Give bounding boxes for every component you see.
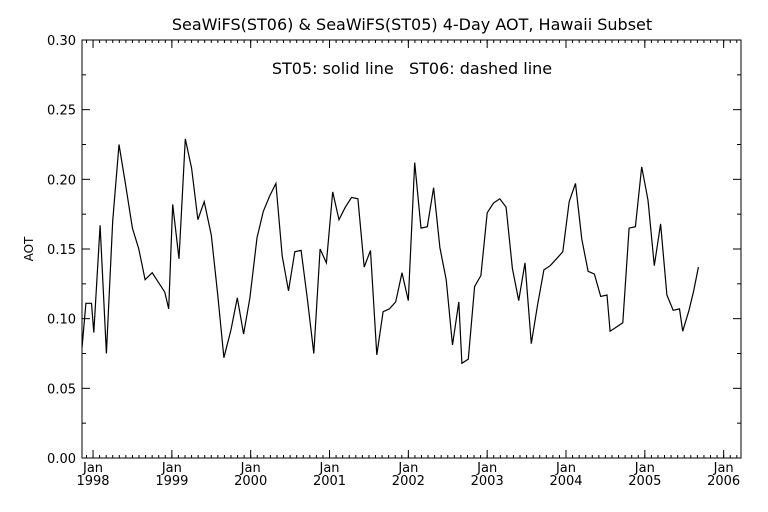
y-tick-label: 0.05 [47, 382, 76, 397]
x-tick-year: 1999 [155, 474, 188, 489]
series-group [81, 138, 699, 365]
x-tick-year: 2004 [549, 474, 582, 489]
chart-title: SeaWiFS(ST06) & SeaWiFS(ST05) 4-Day AOT,… [172, 15, 652, 34]
x-tick-year: 2003 [471, 474, 504, 489]
x-tick-year: 2001 [313, 474, 346, 489]
y-tick-label: 0.30 [47, 34, 76, 49]
x-axis: Jan1998Jan1999Jan2000Jan2001Jan2002Jan20… [76, 40, 740, 489]
y-tick-label: 0.20 [47, 173, 76, 188]
x-tick-month: Jan [82, 461, 103, 476]
x-tick-month: Jan [713, 461, 734, 476]
y-axis-label: AOT [22, 236, 36, 261]
x-tick-month: Jan [397, 461, 418, 476]
x-tick-month: Jan [476, 461, 497, 476]
x-tick-month: Jan [555, 461, 576, 476]
x-tick-month: Jan [161, 461, 182, 476]
y-tick-label: 0.25 [47, 104, 76, 119]
y-tick-label: 0.10 [47, 313, 76, 328]
x-tick-year: 2002 [392, 474, 425, 489]
x-tick-month: Jan [634, 461, 655, 476]
y-tick-label: 0.00 [47, 452, 76, 467]
series-annotation: ST05: solid line ST06: dashed line [272, 59, 552, 78]
x-tick-year: 1998 [76, 474, 109, 489]
x-tick-year: 2005 [628, 474, 661, 489]
y-axis: 0.00 0.05 0.10 0.15 0.20 0.25 0.30 [47, 34, 741, 467]
series-line-st05 [81, 138, 699, 365]
x-tick-year: 2006 [707, 474, 740, 489]
x-tick-month: Jan [318, 461, 339, 476]
x-tick-month: Jan [240, 461, 261, 476]
x-tick-year: 2000 [234, 474, 267, 489]
plot-frame [81, 39, 742, 459]
y-tick-label: 0.15 [47, 243, 76, 258]
